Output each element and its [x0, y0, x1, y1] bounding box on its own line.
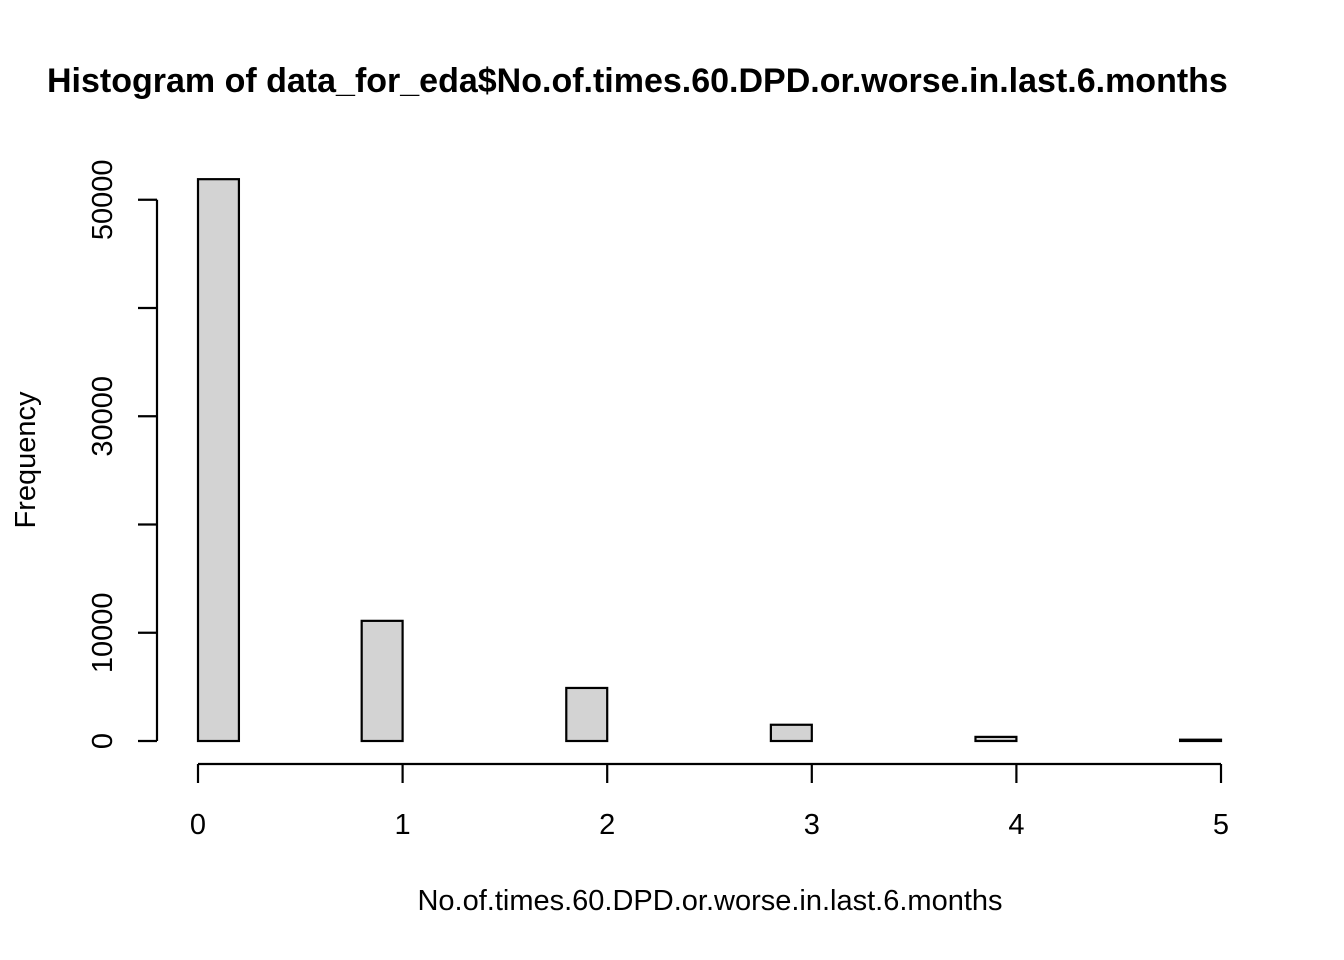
histogram-bar-14	[769, 723, 813, 743]
histogram-bar-9	[565, 686, 609, 743]
x-tick-label-4: 4	[1008, 809, 1024, 841]
y-tick-label-1: 10000	[87, 592, 119, 673]
y-tick-label-3: 30000	[87, 376, 119, 457]
y-tick-label-5: 50000	[87, 159, 119, 240]
x-tick-label-2: 2	[599, 809, 615, 841]
y-tick-label-0: 0	[87, 733, 119, 749]
x-tick-label-5: 5	[1213, 809, 1229, 841]
chart-title: Histogram of data_for_eda$No.of.times.60…	[47, 62, 1228, 100]
x-axis-label: No.of.times.60.DPD.or.worse.in.last.6.mo…	[417, 885, 1002, 917]
x-tick-label-1: 1	[395, 809, 411, 841]
x-axis: 0 1 2 3 4 5	[190, 762, 1229, 841]
y-axis: 0 10000 30000 50000	[87, 159, 159, 749]
x-tick-label-0: 0	[190, 809, 206, 841]
histogram-bar-19	[974, 735, 1018, 743]
x-tick-label-3: 3	[804, 809, 820, 841]
histogram-bar-24	[1178, 738, 1223, 743]
histogram-bar-0	[196, 178, 241, 743]
bars-group	[196, 178, 1223, 743]
y-axis-label: Frequency	[10, 391, 42, 529]
histogram-bar-4	[360, 619, 404, 743]
